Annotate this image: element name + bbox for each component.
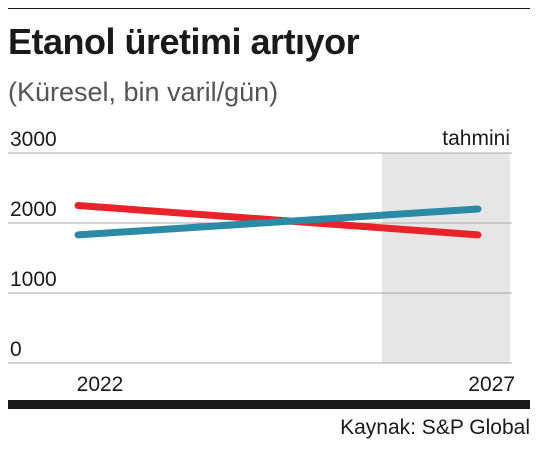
y-tick-2000: 2000 bbox=[10, 198, 57, 221]
source-note: Kaynak: S&P Global bbox=[340, 416, 530, 439]
y-tick-1000: 1000 bbox=[10, 268, 57, 291]
series-blue-line bbox=[74, 205, 482, 239]
top-rule bbox=[8, 8, 530, 9]
line-chart: tahmini 3000 2000 1000 0 2022 2027 bbox=[8, 127, 515, 396]
y-tick-3000: 3000 bbox=[10, 128, 57, 151]
y-tick-0: 0 bbox=[10, 338, 22, 361]
forecast-label: tahmini bbox=[442, 127, 510, 150]
bottom-rule bbox=[8, 400, 530, 409]
chart-title: Etanol üretimi artıyor bbox=[8, 21, 360, 62]
x-tick-2022: 2022 bbox=[77, 373, 124, 396]
x-tick-2027: 2027 bbox=[468, 373, 515, 396]
chart-subtitle: (Küresel, bin varil/gün) bbox=[8, 77, 279, 107]
forecast-band bbox=[382, 153, 510, 363]
